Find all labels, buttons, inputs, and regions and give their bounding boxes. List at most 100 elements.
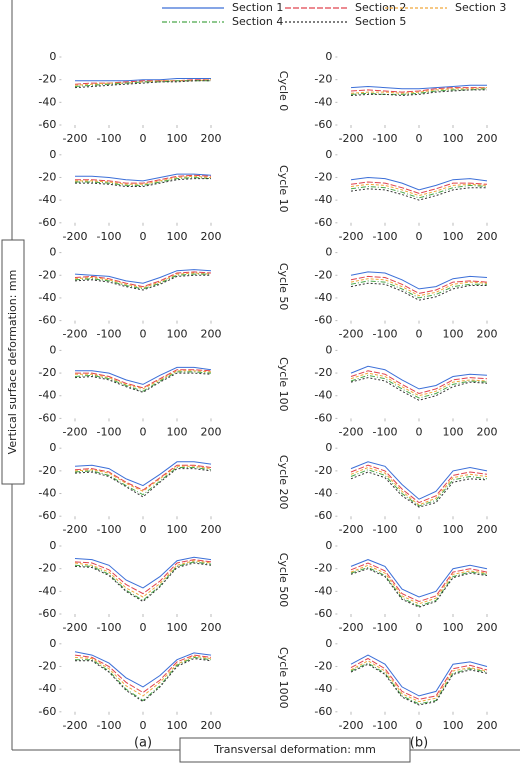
x-tick-label: 200 (201, 425, 222, 438)
y-axis-label: Vertical surface deformation: mm (6, 270, 19, 455)
x-tick-label: 200 (477, 230, 498, 243)
series-line (350, 84, 487, 90)
cycle-label: Cycle 200 (277, 455, 290, 510)
y-tick-label: 0 (325, 148, 332, 161)
series-line (75, 366, 212, 385)
series-line (74, 461, 212, 487)
x-tick-label: -200 (63, 230, 88, 243)
x-tick-label: 200 (201, 230, 222, 243)
series-line (74, 468, 212, 498)
series-line (350, 183, 488, 197)
y-tick-label: 0 (325, 50, 332, 63)
y-tick-label: -40 (38, 291, 56, 304)
series-line (350, 663, 488, 706)
x-tick-label: -200 (63, 425, 88, 438)
series-line (74, 655, 212, 697)
series-line (74, 654, 212, 694)
x-tick-label: -200 (63, 523, 88, 536)
x-tick-label: 0 (140, 132, 147, 145)
cycle-label: Cycle 1000 (277, 647, 290, 709)
y-tick-label: -20 (38, 659, 56, 672)
y-tick-label: -60 (38, 411, 56, 424)
series-line (350, 374, 488, 399)
x-tick-label: -200 (63, 719, 88, 732)
series-line (75, 370, 212, 390)
series-line (75, 657, 212, 703)
series-line (350, 464, 488, 504)
y-tick-label: -20 (314, 73, 332, 86)
cycle-label: Cycle 10 (277, 165, 290, 213)
x-tick-label: -200 (339, 230, 364, 243)
y-tick-label: -40 (38, 95, 56, 108)
y-tick-label: -60 (38, 118, 56, 131)
series-line (74, 272, 212, 289)
x-tick-label: 100 (167, 523, 188, 536)
series-line (75, 656, 212, 702)
series-line (350, 88, 488, 95)
x-tick-label: 0 (416, 719, 423, 732)
cycle-label: Cycle 50 (277, 263, 290, 311)
x-tick-label: -200 (339, 719, 364, 732)
x-tick-label: 0 (140, 425, 147, 438)
series-line (350, 657, 488, 700)
y-tick-label: 0 (49, 246, 56, 259)
y-label-box (1, 239, 25, 485)
x-tick-label: -100 (97, 425, 122, 438)
x-tick-label: 100 (443, 425, 464, 438)
series-line (74, 559, 212, 595)
y-tick-label: -40 (38, 584, 56, 597)
y-tick-label: 0 (49, 148, 56, 161)
y-tick-label: -20 (314, 562, 332, 575)
series-line (74, 79, 211, 85)
legend-label: Section 1 (232, 1, 283, 14)
y-tick-label: -60 (38, 607, 56, 620)
legend-label: Section 3 (455, 1, 506, 14)
legend-label: Section 4 (232, 15, 283, 28)
y-tick-label: -40 (38, 682, 56, 695)
x-tick-label: 200 (477, 719, 498, 732)
series-line (75, 178, 211, 187)
x-tick-label: 200 (477, 425, 498, 438)
x-tick-label: 0 (416, 328, 423, 341)
series-line (74, 273, 211, 290)
y-tick-label: -60 (38, 314, 56, 327)
series-line (350, 87, 487, 93)
y-tick-label: -60 (314, 607, 332, 620)
x-tick-label: -200 (63, 132, 88, 145)
series-line (74, 271, 212, 288)
x-tick-label: 100 (443, 621, 464, 634)
x-tick-label: -100 (373, 425, 398, 438)
x-tick-label: -200 (339, 328, 364, 341)
series-line (74, 467, 212, 496)
x-tick-label: 100 (443, 132, 464, 145)
x-tick-label: -200 (339, 523, 364, 536)
y-tick-label: -20 (38, 366, 56, 379)
y-tick-label: 0 (325, 441, 332, 454)
series-line (74, 269, 212, 284)
series-line (74, 80, 211, 89)
x-tick-label: 0 (140, 328, 147, 341)
series-line (75, 369, 212, 389)
series-line (74, 560, 212, 598)
series-line (350, 181, 488, 194)
y-tick-label: -40 (314, 193, 332, 206)
y-tick-label: -60 (314, 509, 332, 522)
x-tick-label: 200 (477, 328, 498, 341)
series-line (74, 556, 212, 589)
series-line (350, 564, 488, 605)
series-line (75, 78, 211, 82)
y-tick-label: -20 (38, 73, 56, 86)
y-tick-label: -40 (314, 487, 332, 500)
y-tick-label: -40 (314, 584, 332, 597)
series-line (350, 461, 488, 500)
series-line (74, 651, 212, 688)
series-line (350, 660, 488, 703)
series-line (350, 562, 488, 603)
y-tick-label: -20 (314, 268, 332, 281)
y-tick-label: 0 (49, 441, 56, 454)
y-tick-label: 0 (325, 343, 332, 356)
y-tick-label: 0 (325, 539, 332, 552)
series-line (350, 662, 488, 705)
series-line (75, 176, 212, 186)
series-line (350, 176, 488, 191)
